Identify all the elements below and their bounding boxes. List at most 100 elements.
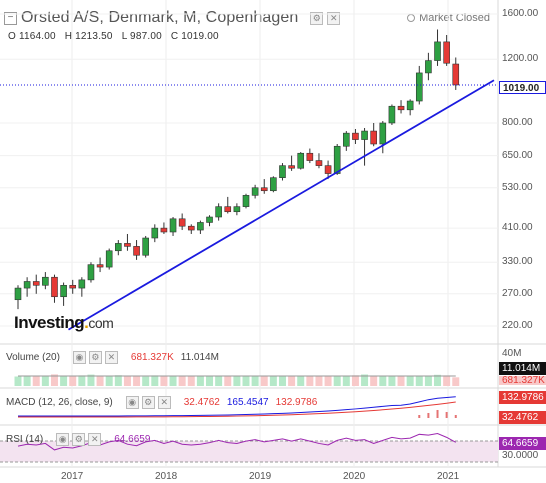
- volume-bar: [133, 375, 141, 386]
- candle-up: [425, 60, 432, 74]
- candle-up: [215, 206, 222, 218]
- volume-bar: [306, 376, 314, 386]
- price-tick-label: 220.00: [502, 320, 533, 331]
- macd-value-1: 32.4762: [183, 397, 220, 408]
- volume-bar: [342, 375, 350, 386]
- year-tick-label: 2019: [249, 471, 272, 482]
- macd-signal-line: [18, 401, 456, 418]
- volume-bar: [388, 375, 396, 386]
- candle-up: [151, 227, 159, 239]
- volume-bar: [424, 375, 432, 386]
- volume-bar: [169, 375, 177, 386]
- volume-bar: [87, 374, 95, 386]
- macd-value-3: 132.9786: [275, 397, 318, 408]
- candle-up: [415, 72, 423, 102]
- year-tick-label: 2017: [61, 471, 84, 482]
- rsi-axis-low: 30.0000: [502, 450, 539, 461]
- candle-down: [324, 165, 332, 174]
- candle-up: [242, 195, 250, 207]
- candle-down: [397, 105, 405, 111]
- price-tick-label: 270.00: [502, 287, 533, 299]
- volume-bar: [233, 376, 241, 386]
- volume-bar: [361, 374, 369, 386]
- price-tick-label: 650.00: [502, 149, 533, 161]
- macd-line: [18, 396, 456, 417]
- eye-icon[interactable]: ◉: [125, 396, 139, 409]
- volume-bar: [370, 375, 378, 386]
- candle-down: [452, 63, 460, 86]
- volume-bar: [224, 376, 232, 386]
- volume-bar: [443, 375, 451, 386]
- eye-icon[interactable]: ◉: [72, 351, 86, 364]
- settings-icon[interactable]: ⚙: [310, 11, 324, 25]
- volume-bar: [406, 376, 414, 386]
- candle-up: [42, 276, 49, 286]
- close-icon[interactable]: ✕: [327, 11, 341, 25]
- candle-up: [361, 130, 368, 140]
- candle-down: [124, 243, 131, 247]
- macd-pane-label: MACD (12, 26, close, 9) ◉ ⚙ ✕ 32.4762 16…: [6, 396, 317, 409]
- candle-down: [370, 130, 377, 145]
- volume-bar: [50, 374, 58, 386]
- volume-bar: [288, 376, 296, 386]
- price-tick-label: 1600.00: [502, 8, 539, 19]
- price-tick-label: 530.00: [502, 181, 533, 193]
- market-status-label: Market Closed: [419, 12, 490, 24]
- volume-tag-2: 681.327K: [499, 376, 546, 385]
- volume-bar: [315, 376, 323, 386]
- volume-bar: [96, 376, 104, 386]
- volume-bar: [142, 376, 150, 386]
- volume-bar: [114, 375, 122, 386]
- ohlc-close: C 1019.00: [170, 31, 219, 42]
- candle-up: [343, 132, 350, 147]
- candle-down: [352, 132, 359, 140]
- volume-bar: [452, 377, 460, 386]
- rsi-pane-label: RSI (14) ◉ ⚙ ✕ 64.6659: [6, 433, 150, 446]
- volume-bar: [351, 375, 359, 386]
- ohlc-readout: O 1164.00 H 1213.50 L 987.00 C 1019.00: [8, 31, 225, 42]
- volume-bar: [187, 376, 195, 386]
- candle-up: [279, 165, 286, 178]
- close-icon[interactable]: ✕: [157, 396, 171, 409]
- candle-down: [96, 264, 104, 268]
- candle-down: [288, 165, 295, 169]
- close-icon[interactable]: ✕: [88, 433, 102, 446]
- volume-bar: [215, 376, 223, 386]
- candle-down: [160, 227, 168, 233]
- candle-up: [233, 206, 241, 213]
- volume-bar: [60, 375, 68, 386]
- volume-bar: [160, 376, 168, 386]
- volume-bar: [379, 376, 387, 386]
- volume-bar: [260, 376, 268, 386]
- collapse-icon[interactable]: −: [4, 11, 17, 25]
- candle-down: [178, 218, 186, 227]
- volume-tag-1: 11.014M: [499, 362, 546, 375]
- year-tick-label: 2018: [155, 471, 178, 482]
- volume-bar: [151, 375, 159, 386]
- volume-bar: [206, 376, 214, 386]
- ohlc-low: L 987.00: [121, 31, 162, 42]
- settings-icon[interactable]: ⚙: [88, 351, 102, 364]
- candle-up: [115, 243, 122, 252]
- volume-bar: [69, 376, 77, 386]
- price-tick-label: 330.00: [502, 256, 533, 268]
- candle-up: [251, 187, 259, 196]
- settings-icon[interactable]: ⚙: [141, 396, 155, 409]
- ohlc-high: H 1213.50: [64, 31, 113, 42]
- macd-tag-1: 132.9786: [499, 391, 546, 404]
- candle-down: [306, 152, 314, 161]
- volume-bar: [178, 376, 186, 386]
- candle-up: [333, 145, 341, 174]
- candle-down: [187, 225, 195, 231]
- eye-icon[interactable]: ◉: [56, 433, 70, 446]
- volume-bar: [278, 376, 286, 386]
- volume-bar: [105, 375, 113, 386]
- settings-icon[interactable]: ⚙: [72, 433, 86, 446]
- candle-up: [379, 122, 387, 145]
- volume-bar: [196, 376, 204, 386]
- rsi-tag: 64.6659: [499, 437, 546, 450]
- candle-up: [406, 100, 414, 111]
- close-icon[interactable]: ✕: [104, 351, 118, 364]
- volume-bar: [415, 375, 423, 386]
